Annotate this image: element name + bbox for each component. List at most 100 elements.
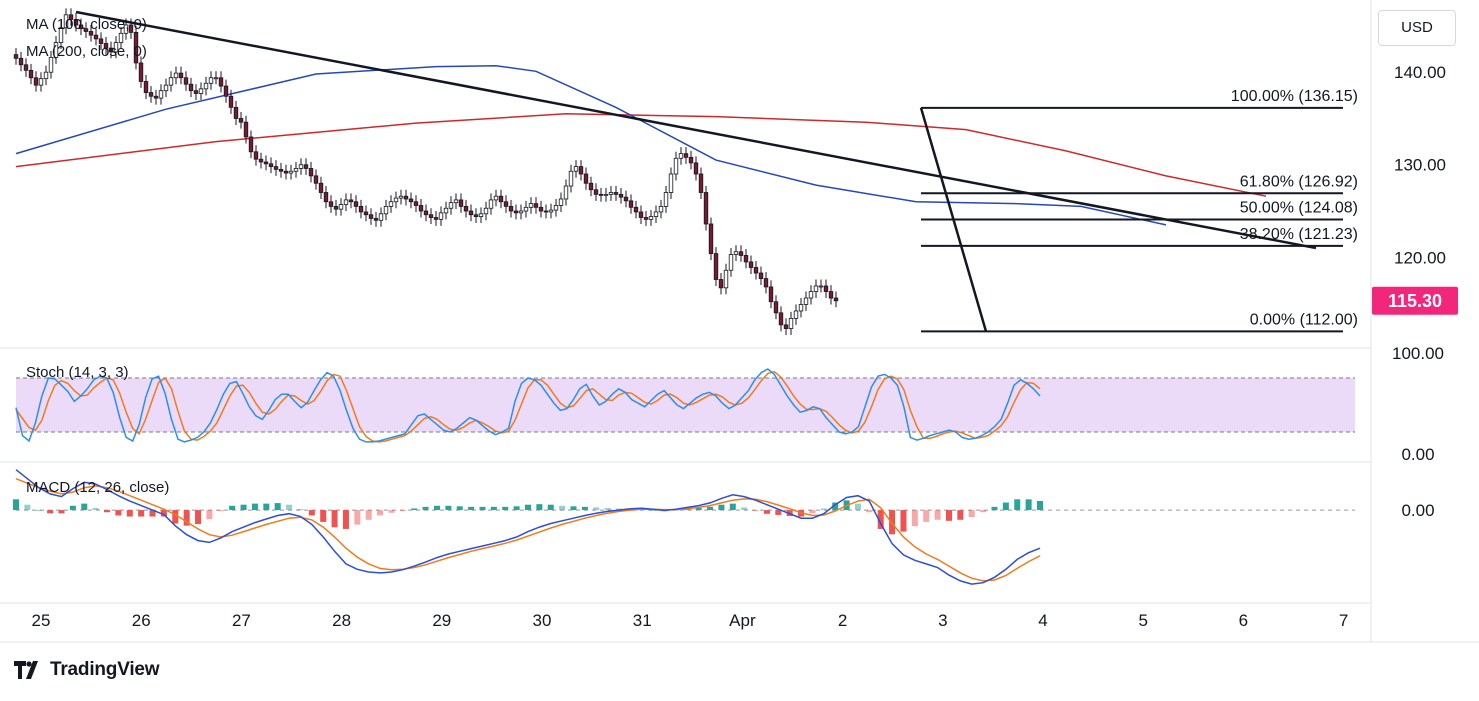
candle-body — [283, 170, 289, 174]
fib-level-label: 38.20% (121.23) — [1240, 226, 1358, 243]
candle-body — [538, 206, 544, 212]
currency-button[interactable]: USD — [1378, 10, 1456, 46]
time-tick-label: 4 — [1038, 611, 1047, 630]
macd-hist-bar — [559, 505, 566, 511]
macd-hist-bar — [297, 509, 304, 511]
candle-body — [508, 205, 514, 212]
candle-body — [113, 42, 119, 53]
candle-body — [158, 90, 164, 99]
candle-body — [203, 82, 209, 90]
macd-hist-bar — [456, 506, 463, 511]
macd-hist-bar — [468, 506, 475, 511]
candle-body — [78, 24, 84, 30]
candle-body — [383, 205, 389, 215]
macd-hist-bar — [13, 499, 19, 511]
candle-body — [578, 166, 584, 175]
candle-body — [813, 285, 819, 292]
candle-body — [738, 251, 744, 256]
macd-hist-bar — [286, 504, 293, 511]
candle-body — [218, 77, 224, 87]
fib-level-label: 50.00% (124.08) — [1240, 200, 1358, 217]
candle-body — [653, 211, 659, 217]
tradingview-logo[interactable]: TradingView — [14, 657, 160, 683]
macd-hist-bar — [399, 510, 406, 512]
candle-body — [503, 201, 509, 207]
candle-body — [193, 90, 199, 94]
macd-hist-bar — [47, 510, 54, 514]
macd-hist-bar — [433, 505, 440, 511]
candle-body — [333, 205, 339, 210]
candle-body — [458, 199, 464, 207]
candle-body — [733, 251, 739, 255]
macd-hist-bar — [377, 510, 384, 516]
macd-signal-line — [15, 478, 1041, 582]
macd-hist-bar — [809, 510, 816, 514]
macd-hist-bar — [217, 510, 224, 512]
candle-body — [498, 195, 504, 203]
candle-body — [468, 210, 474, 216]
time-tick-label: 27 — [232, 611, 251, 630]
candle-body — [528, 203, 534, 208]
candle-body — [13, 54, 19, 59]
candle-body — [693, 162, 699, 175]
candle-body — [403, 195, 409, 200]
candle-body — [43, 71, 49, 80]
candle-body — [28, 69, 34, 79]
macd-hist-bar — [547, 504, 554, 511]
candle-body — [433, 217, 439, 220]
candle-body — [318, 182, 324, 193]
macd-hist-bar — [1002, 502, 1009, 511]
candle-body — [188, 83, 194, 92]
macd-hist-bar — [308, 510, 315, 516]
candle-body — [753, 267, 759, 274]
macd-hist-bar — [957, 510, 964, 520]
candle-body — [223, 85, 229, 97]
candle-body — [818, 285, 824, 288]
candle-body — [63, 14, 69, 29]
candle-body — [518, 210, 524, 214]
macd-hist-bar — [331, 510, 338, 528]
candle-body — [648, 216, 654, 220]
stoch-k-line — [15, 368, 1041, 443]
candle-body — [198, 88, 204, 94]
candle-body — [833, 297, 839, 302]
candle-body — [708, 223, 714, 254]
macd-hist-bar — [126, 510, 133, 517]
macd-hist-bar — [69, 505, 76, 511]
macd-hist-bar — [593, 507, 600, 511]
time-tick-label: 30 — [533, 611, 552, 630]
candle-body — [673, 157, 679, 175]
macd-hist-bar — [251, 503, 258, 511]
macd-hist-bar — [354, 510, 361, 525]
candle-body — [293, 168, 299, 172]
ma100-line — [15, 64, 1167, 226]
macd-hist-bar — [752, 510, 759, 512]
candle-body — [428, 214, 434, 218]
time-tick-label: 7 — [1339, 611, 1348, 630]
macd-hist-bar — [729, 503, 736, 511]
legends: MA (100, close, 0) MA (200, close, 0) Stoc… — [26, 16, 169, 496]
candle-body — [373, 218, 379, 221]
candle-body — [303, 164, 309, 169]
candle-body — [18, 57, 24, 66]
candle-body — [473, 214, 479, 217]
macd-hist-bar — [536, 504, 543, 511]
candle-body — [448, 202, 454, 209]
time-tick-label: 28 — [332, 611, 351, 630]
macd-hist-bar — [695, 507, 702, 511]
candle-body — [513, 210, 519, 214]
candle-body — [783, 324, 789, 329]
candle-body — [763, 278, 769, 288]
stoch-d-line — [15, 370, 1041, 443]
ma200-line — [15, 113, 1267, 197]
fib-drop-line — [919, 107, 988, 332]
candle-body — [478, 213, 484, 217]
macd-hist-bar — [616, 508, 623, 511]
candle-body — [803, 297, 809, 305]
time-tick-label: 3 — [938, 611, 947, 630]
macd-hist-bar — [741, 507, 748, 511]
macd-hist-bar — [422, 506, 429, 511]
candle-body — [728, 254, 734, 271]
macd-hist-bar — [513, 506, 520, 511]
candle-body — [163, 84, 169, 92]
